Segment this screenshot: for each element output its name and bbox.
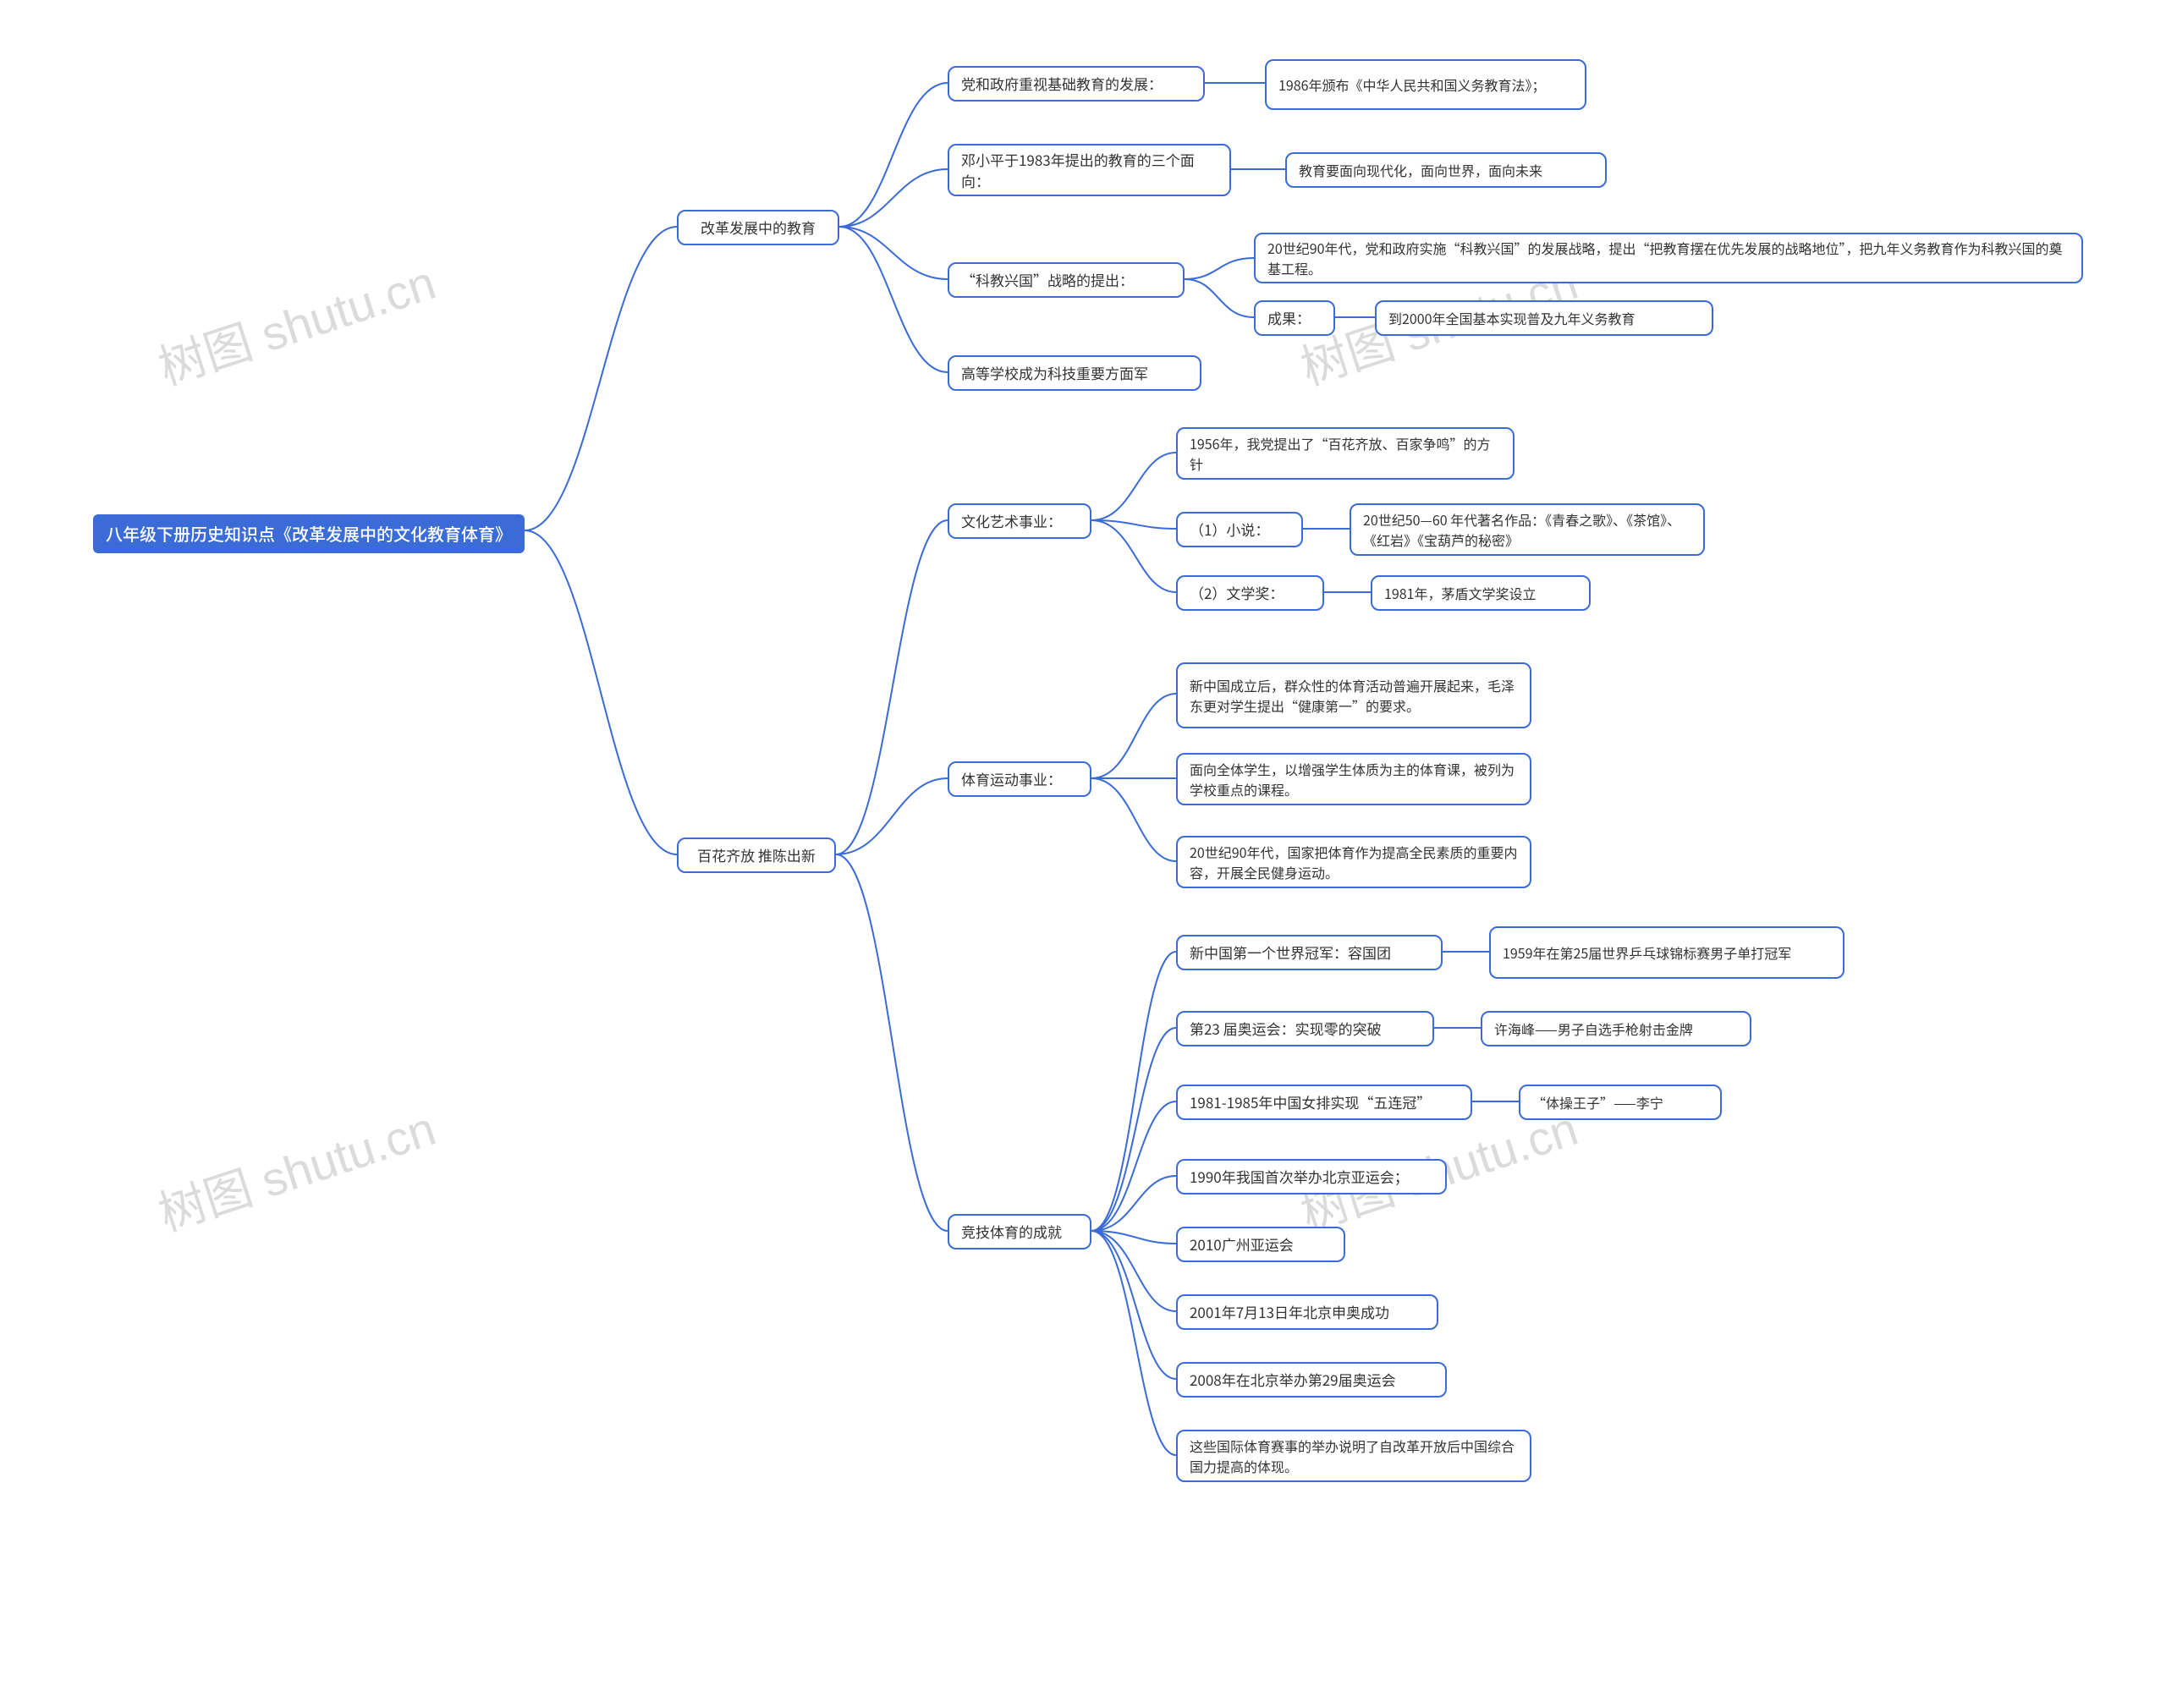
node-label: 20世纪90年代，党和政府实施“科教兴国”的发展战略，提出“把教育摆在优先发展的… bbox=[1267, 238, 2070, 278]
node-label: 1986年颁布《中华人民共和国义务教育法》； bbox=[1278, 74, 1546, 95]
node-univ: 高等学校成为科技重要方面军 bbox=[948, 355, 1201, 391]
node-label: 百花齐放 推陈出新 bbox=[697, 844, 816, 866]
node-summary: 这些国际体育赛事的举办说明了自改革开放后中国综合国力提高的体现。 bbox=[1176, 1430, 1531, 1482]
node-label: 高等学校成为科技重要方面军 bbox=[961, 362, 1148, 384]
node-by2000: 到2000年全国基本实现普及九年义务教育 bbox=[1375, 300, 1713, 336]
node-lining: “体操王子”——李宁 bbox=[1519, 1085, 1722, 1120]
node-label: “科教兴国”战略的提出： bbox=[961, 269, 1134, 291]
node-asia2010: 2010广州亚运会 bbox=[1176, 1227, 1345, 1262]
node-label: “体操王子”——李宁 bbox=[1532, 1092, 1663, 1112]
node-label: 竞技体育的成就 bbox=[961, 1221, 1062, 1243]
node-label: 20世纪50—60 年代著名作品：《青春之歌》、《茶馆》、《红岩》《宝葫芦的秘密… bbox=[1363, 509, 1691, 550]
node-label: 文化艺术事业： bbox=[961, 510, 1062, 532]
node-label: 到2000年全国基本实现普及九年义务教育 bbox=[1388, 308, 1635, 328]
node-1956: 1956年，我党提出了“百花齐放、百家争鸣”的方针 bbox=[1176, 427, 1515, 480]
node-label: 1981-1985年中国女排实现“五连冠” bbox=[1190, 1091, 1431, 1113]
node-label: 第23 届奥运会：实现零的突破 bbox=[1190, 1018, 1382, 1040]
node-label: （1）小说： bbox=[1190, 519, 1269, 541]
node-works: 20世纪50—60 年代著名作品：《青春之歌》、《茶馆》、《红岩》《宝葫芦的秘密… bbox=[1350, 503, 1705, 556]
node-ninety: 20世纪90年代，党和政府实施“科教兴国”的发展战略，提出“把教育摆在优先发展的… bbox=[1254, 233, 2083, 283]
node-oly2008: 2008年在北京举办第29届奥运会 bbox=[1176, 1362, 1447, 1398]
node-label: 新中国第一个世界冠军：容国团 bbox=[1190, 942, 1391, 964]
node-asia1990: 1990年我国首次举办北京亚运会； bbox=[1176, 1159, 1447, 1195]
node-maodun: 1981年，茅盾文学奖设立 bbox=[1371, 575, 1591, 611]
node-volley: 1981-1985年中国女排实现“五连冠” bbox=[1176, 1085, 1472, 1120]
node-edu: 改革发展中的教育 bbox=[677, 210, 839, 245]
node-students: 面向全体学生，以增强学生体质为主的体育课，被列为学校重点的课程。 bbox=[1176, 753, 1531, 805]
node-label: 2010广州亚运会 bbox=[1190, 1233, 1294, 1255]
node-label: 1990年我国首次举办北京亚运会； bbox=[1190, 1166, 1409, 1188]
node-bid2001: 2001年7月13日年北京申奥成功 bbox=[1176, 1294, 1438, 1330]
watermark: 树图 shutu.cn bbox=[149, 1091, 443, 1245]
node-label: 1959年在第25届世界乒乓球锦标赛男子单打冠军 bbox=[1503, 942, 1791, 963]
node-label: 20世纪90年代，国家把体育作为提高全民素质的重要内容，开展全民健身运动。 bbox=[1190, 842, 1518, 882]
node-label: 许海峰——男子自选手枪射击金牌 bbox=[1494, 1019, 1693, 1039]
node-culture: 文化艺术事业： bbox=[948, 503, 1091, 539]
node-label: 邓小平于1983年提出的教育的三个面向： bbox=[961, 149, 1218, 192]
root-label: 八年级下册历史知识点《改革发展中的文化教育体育》 bbox=[106, 521, 512, 546]
node-xu: 许海峰——男子自选手枪射击金牌 bbox=[1481, 1011, 1751, 1046]
node-orient: 教育要面向现代化，面向世界，面向未来 bbox=[1285, 152, 1607, 188]
node-baihua: 百花齐放 推陈出新 bbox=[677, 838, 836, 873]
node-oly23: 第23 届奥运会：实现零的突破 bbox=[1176, 1011, 1434, 1046]
node-label: 改革发展中的教育 bbox=[701, 217, 816, 239]
node-compete: 竞技体育的成就 bbox=[948, 1214, 1091, 1249]
node-rong-d: 1959年在第25届世界乒乓球锦标赛男子单打冠军 bbox=[1489, 926, 1844, 979]
node-label: 党和政府重视基础教育的发展： bbox=[961, 73, 1163, 95]
watermark: 树图 shutu.cn bbox=[149, 245, 443, 399]
node-label: 教育要面向现代化，面向世界，面向未来 bbox=[1299, 160, 1542, 180]
node-newchina: 新中国成立后，群众性的体育活动普遍开展起来，毛泽东更对学生提出“健康第一”的要求… bbox=[1176, 662, 1531, 728]
node-label: 面向全体学生，以增强学生体质为主的体育课，被列为学校重点的课程。 bbox=[1190, 759, 1518, 799]
node-label: 1956年，我党提出了“百花齐放、百家争鸣”的方针 bbox=[1190, 433, 1501, 474]
node-label: 成果： bbox=[1267, 307, 1311, 329]
node-prize: （2）文学奖： bbox=[1176, 575, 1324, 611]
node-label: 体育运动事业： bbox=[961, 768, 1062, 790]
node-kejiao: “科教兴国”战略的提出： bbox=[948, 262, 1185, 298]
node-label: 2001年7月13日年北京申奥成功 bbox=[1190, 1301, 1389, 1323]
node-label: 这些国际体育赛事的举办说明了自改革开放后中国综合国力提高的体现。 bbox=[1190, 1436, 1518, 1476]
node-sport: 体育运动事业： bbox=[948, 761, 1091, 797]
node-label: （2）文学奖： bbox=[1190, 582, 1284, 604]
node-rong: 新中国第一个世界冠军：容国团 bbox=[1176, 935, 1443, 970]
node-result: 成果： bbox=[1254, 300, 1335, 336]
node-ninety2: 20世纪90年代，国家把体育作为提高全民素质的重要内容，开展全民健身运动。 bbox=[1176, 836, 1531, 888]
node-law: 1986年颁布《中华人民共和国义务教育法》； bbox=[1265, 59, 1586, 110]
node-novel: （1）小说： bbox=[1176, 512, 1303, 547]
node-deng: 邓小平于1983年提出的教育的三个面向： bbox=[948, 144, 1231, 196]
node-label: 新中国成立后，群众性的体育活动普遍开展起来，毛泽东更对学生提出“健康第一”的要求… bbox=[1190, 675, 1518, 716]
node-label: 2008年在北京举办第29届奥运会 bbox=[1190, 1369, 1396, 1391]
root-node: 八年级下册历史知识点《改革发展中的文化教育体育》 bbox=[93, 514, 525, 553]
node-gov: 党和政府重视基础教育的发展： bbox=[948, 66, 1205, 102]
node-label: 1981年，茅盾文学奖设立 bbox=[1384, 583, 1537, 603]
